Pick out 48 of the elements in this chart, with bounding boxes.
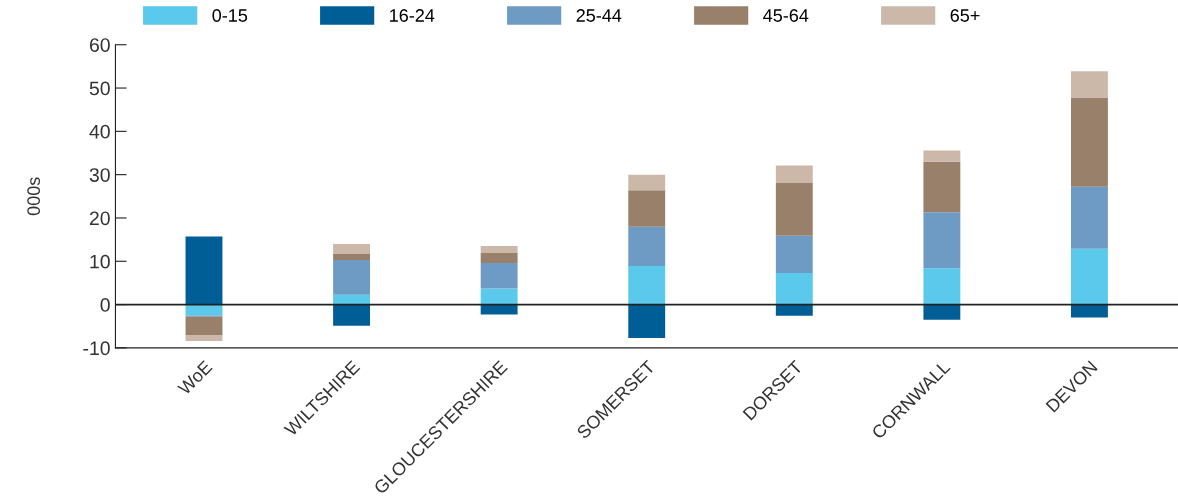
legend-label: 16-24 — [390, 9, 435, 22]
bar — [1071, 304, 1108, 318]
bar — [923, 304, 961, 320]
bar — [1071, 186, 1108, 249]
legend-label: 65+ — [950, 9, 980, 22]
bar — [923, 150, 961, 162]
bar — [333, 294, 371, 305]
bar — [480, 246, 518, 254]
bar — [923, 161, 961, 213]
bar — [480, 263, 518, 289]
y-tick-label: 50 — [89, 81, 110, 96]
bar — [185, 304, 223, 316]
bar — [333, 243, 371, 254]
bar — [480, 253, 518, 264]
bar — [628, 190, 666, 227]
bar — [628, 226, 666, 267]
bar — [923, 268, 961, 305]
legend-label: 0-15 — [212, 9, 248, 22]
y-tick-label: 60 — [89, 38, 110, 52]
bar — [1071, 97, 1108, 187]
bar — [333, 304, 371, 326]
bar — [775, 182, 813, 236]
y-tick-label: -10 — [83, 341, 110, 356]
bar — [185, 334, 223, 341]
y-tick-label: 10 — [90, 254, 110, 269]
bar — [628, 266, 666, 305]
bar — [480, 288, 518, 305]
bar — [775, 272, 813, 305]
bar — [185, 236, 223, 305]
y-tick-label: 30 — [89, 168, 110, 182]
bar — [185, 316, 223, 335]
bar — [1071, 71, 1108, 98]
y-tick-label: 0 — [100, 298, 110, 312]
y-tick-label: 40 — [89, 124, 110, 139]
bar — [333, 259, 371, 295]
bar — [628, 304, 666, 338]
bar — [628, 174, 666, 191]
bar — [480, 304, 518, 315]
bar — [775, 165, 813, 183]
bar — [775, 304, 813, 316]
bar — [923, 212, 961, 269]
bar — [333, 253, 371, 260]
bar — [1071, 248, 1108, 305]
legend-label: 25-44 — [576, 9, 622, 22]
y-tick-label: 20 — [89, 211, 110, 226]
legend-label: 45-64 — [763, 9, 809, 22]
bar — [775, 235, 813, 273]
y-axis-title: 000s — [27, 177, 41, 216]
